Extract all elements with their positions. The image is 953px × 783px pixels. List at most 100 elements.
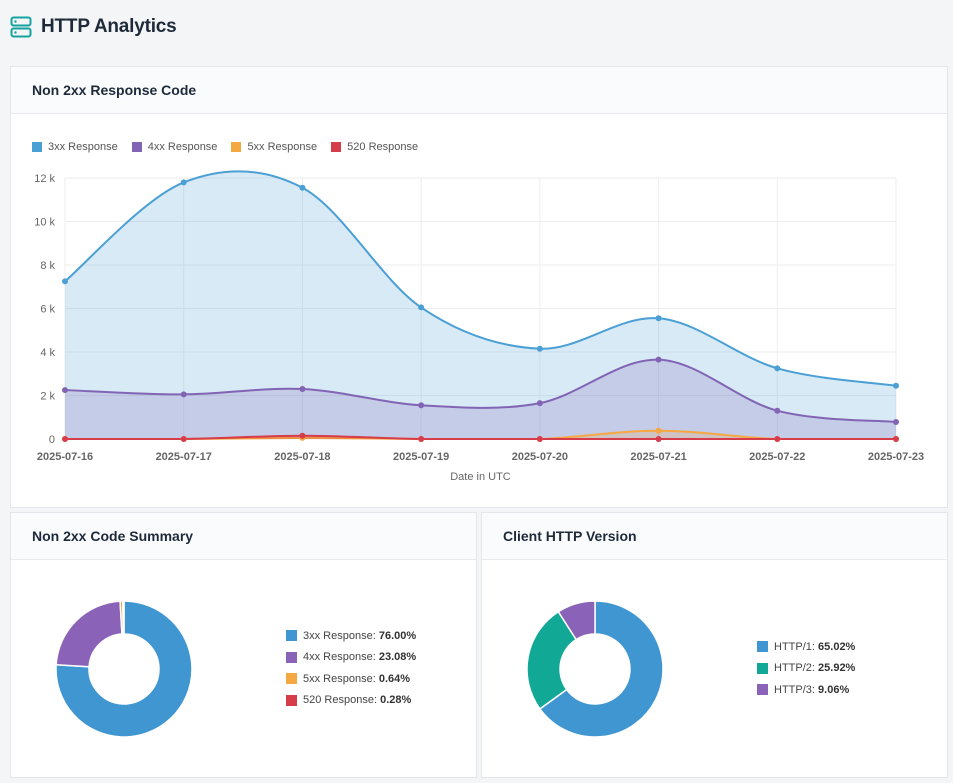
point-520-response[interactable] (299, 432, 306, 439)
legend-label: HTTP/2 (774, 662, 812, 675)
point-5xx-response[interactable] (655, 427, 662, 434)
y-tick-label: 6 k (40, 304, 55, 316)
legend-label: 520 Response (347, 141, 419, 153)
page-header: HTTP Analytics (10, 12, 177, 42)
legend-swatch (757, 684, 768, 696)
y-tick-label: 12 k (34, 173, 55, 185)
legend-item-520-response[interactable]: 520 Response: 0.28% (286, 690, 416, 712)
point-3xx-response[interactable] (655, 315, 662, 322)
line-520-response (64, 434, 896, 440)
x-axis-label: Date in UTC (450, 471, 511, 483)
legend-swatch (286, 694, 297, 706)
http-version-legend: HTTP/1: 65.02% HTTP/2: 25.92% HTTP/3: 9.06… (757, 636, 855, 701)
point-520-response[interactable] (774, 436, 781, 442)
legend-item-3xx-response[interactable]: 3xx Response (32, 141, 118, 153)
legend-value: 9.06% (818, 683, 850, 696)
point-3xx-response[interactable] (299, 184, 306, 191)
y-tick-label: 4 k (40, 347, 55, 359)
slice-4xx-response[interactable] (55, 600, 123, 668)
response-code-card: Non 2xx Response Code 3xx Response 4xx Re… (10, 66, 948, 508)
point-520-response[interactable] (180, 436, 187, 442)
point-4xx-response[interactable] (893, 419, 899, 426)
legend-swatch (757, 641, 768, 653)
legend-swatch (286, 630, 297, 642)
http-version-card: Client HTTP Version HTTP/1: 65.02% HTTP/2… (481, 512, 948, 778)
legend-label: 520 Response (303, 694, 374, 707)
point-3xx-response[interactable] (418, 304, 425, 311)
plot-area (62, 170, 899, 442)
area-3xx-response (65, 171, 896, 439)
legend-item-4xx-response[interactable]: 4xx Response: 23.08% (286, 647, 416, 669)
point-3xx-response[interactable] (62, 278, 68, 285)
point-520-response[interactable] (418, 436, 425, 442)
legend-value: 65.02% (818, 640, 856, 653)
legend-value: 0.28% (380, 694, 412, 707)
point-4xx-response[interactable] (418, 402, 425, 409)
legend-label: 4xx Response (147, 141, 218, 153)
point-3xx-response[interactable] (180, 179, 187, 186)
legend-item-3xx-response[interactable]: 3xx Response: 76.00% (286, 625, 416, 647)
legend-swatch (231, 142, 242, 152)
legend-item-5xx-response[interactable]: 5xx Response: 0.64% (286, 668, 416, 690)
line-4xx-response (64, 358, 897, 423)
y-tick-label: 8 k (40, 260, 55, 272)
legend-item-http-1[interactable]: HTTP/1: 65.02% (757, 636, 855, 658)
http-version-card-title: Client HTTP Version (482, 513, 947, 560)
point-4xx-response[interactable] (536, 400, 543, 407)
legend-value: 76.00% (378, 629, 417, 642)
legend-swatch (286, 673, 297, 685)
y-tick-label: 10 k (34, 217, 55, 229)
legend-value: 25.92% (818, 662, 856, 675)
point-3xx-response[interactable] (893, 382, 899, 389)
legend-item-5xx-response[interactable]: 5xx Response (231, 141, 317, 153)
x-tick-label: 2025-07-16 (37, 451, 93, 463)
point-3xx-response[interactable] (774, 365, 781, 372)
legend-value: 0.64% (378, 672, 411, 685)
legend-swatch (286, 651, 297, 663)
slice-http-1[interactable] (538, 600, 664, 738)
legend-item-http-2[interactable]: HTTP/2: 25.92% (757, 658, 855, 680)
response-code-card-title: Non 2xx Response Code (11, 67, 947, 114)
response-area-chart: 0 2 k 4 k 6 k 8 k 10 k 12 k 2025-07-16 2025-07-1… (34, 170, 924, 483)
point-3xx-response[interactable] (536, 345, 543, 352)
x-tick-label: 2025-07-21 (630, 451, 686, 463)
point-520-response[interactable] (655, 436, 662, 442)
legend-item-520-response[interactable]: 520 Response (331, 141, 418, 153)
legend-value: 23.08% (378, 651, 417, 664)
point-4xx-response[interactable] (299, 385, 306, 392)
x-tick-label: 2025-07-20 (512, 451, 568, 463)
point-520-response[interactable] (62, 436, 68, 442)
point-520-response[interactable] (536, 436, 543, 442)
response-chart-legend: 3xx Response 4xx Response 5xx Response 520 … (32, 141, 432, 153)
point-4xx-response[interactable] (655, 356, 662, 363)
x-tick-label: 2025-07-19 (393, 451, 449, 463)
code-summary-legend: 3xx Response: 76.00% 4xx Response: 23.08%… (286, 625, 416, 711)
legend-label: HTTP/1 (774, 640, 812, 653)
legend-label: 3xx Response (303, 629, 373, 642)
legend-label: 3xx Response (48, 141, 118, 153)
area-4xx-response (65, 359, 896, 439)
code-summary-card: Non 2xx Code Summary 3xx Response: 76.00… (10, 512, 477, 778)
point-520-response[interactable] (893, 436, 899, 442)
slice-http-3[interactable] (557, 600, 596, 641)
point-4xx-response[interactable] (774, 407, 781, 414)
y-tick-label: 2 k (40, 391, 55, 403)
http-version-donut (526, 600, 664, 738)
line-3xx-response (64, 170, 897, 387)
slice-520-response[interactable] (122, 600, 125, 635)
page-title: HTTP Analytics (41, 16, 177, 37)
legend-label: 4xx Response (303, 651, 373, 664)
code-summary-donut (55, 600, 193, 738)
legend-item-http-3[interactable]: HTTP/3: 9.06% (757, 679, 855, 701)
slice-3xx-response[interactable] (55, 600, 193, 738)
server-icon (10, 16, 32, 38)
legend-label: HTTP/3 (774, 683, 812, 696)
legend-swatch (131, 142, 142, 152)
x-tick-label: 2025-07-17 (156, 451, 212, 463)
x-tick-label: 2025-07-22 (749, 451, 805, 463)
legend-item-4xx-response[interactable]: 4xx Response (131, 141, 218, 153)
point-4xx-response[interactable] (180, 391, 187, 398)
point-4xx-response[interactable] (62, 387, 68, 394)
slice-http-2[interactable] (526, 610, 578, 710)
y-tick-label: 0 (49, 434, 55, 446)
